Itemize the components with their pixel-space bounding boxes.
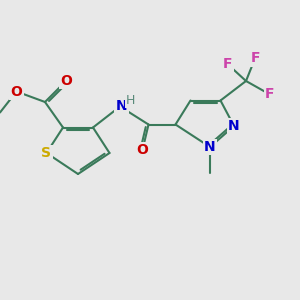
- Text: N: N: [204, 140, 216, 154]
- Text: O: O: [11, 85, 22, 98]
- Text: H: H: [126, 94, 135, 107]
- Text: S: S: [41, 146, 52, 160]
- Text: F: F: [223, 58, 233, 71]
- Text: O: O: [60, 74, 72, 88]
- Text: O: O: [136, 143, 148, 157]
- Text: F: F: [250, 52, 260, 65]
- Text: N: N: [116, 100, 127, 113]
- Text: N: N: [228, 119, 240, 133]
- Text: F: F: [265, 88, 275, 101]
